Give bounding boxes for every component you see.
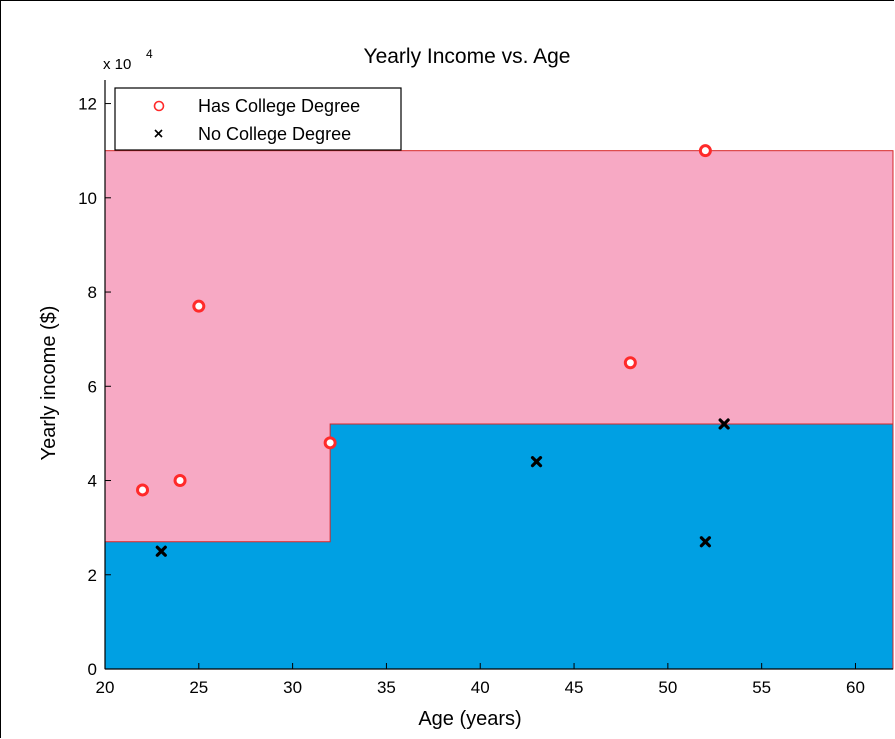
point-no-college-degree: [699, 536, 711, 548]
y-tick-label: 0: [88, 660, 97, 679]
point-has-college-degree: [323, 436, 337, 450]
y-axis-label: Yearly income ($): [38, 306, 60, 461]
legend-box: [114, 87, 402, 151]
y-tick-label: 12: [78, 95, 97, 114]
legend: Has College Degree No College Degree: [114, 87, 402, 151]
x-tick-label: 35: [377, 678, 396, 697]
legend-marker-college: [153, 100, 165, 112]
point-no-college-degree: [718, 418, 730, 430]
x-tick-label: 20: [96, 678, 115, 697]
x-tick-label: 25: [189, 678, 208, 697]
x-tick-label: 45: [565, 678, 584, 697]
y-tick-label: 2: [88, 566, 97, 585]
legend-marker-no-college: [154, 129, 163, 138]
x-axis-label: Age (years): [418, 708, 521, 730]
point-has-college-degree: [623, 356, 637, 370]
x-tick-label: 50: [658, 678, 677, 697]
decision-regions: [104, 150, 894, 670]
legend-label-college: Has College Degree: [198, 96, 360, 116]
legend-label-no-college: No College Degree: [198, 124, 351, 144]
x-tick-label: 55: [752, 678, 771, 697]
point-has-college-degree: [192, 299, 206, 313]
point-no-college-degree: [155, 545, 167, 557]
y-multiplier-exponent: 4: [146, 47, 153, 61]
y-multiplier-label: x 10: [103, 56, 131, 73]
x-tick-label: 60: [846, 678, 865, 697]
axes: 20 25 30 35 40 45 50 55 60 0 2 4 6 8 10 12: [78, 80, 893, 697]
y-tick-label: 4: [88, 472, 97, 491]
y-tick-label: 8: [88, 283, 97, 302]
y-tick-label: 6: [88, 377, 97, 396]
point-has-college-degree: [136, 483, 150, 497]
y-tick-label: 10: [78, 189, 97, 208]
x-tick-label: 30: [283, 678, 302, 697]
point-has-college-degree: [698, 144, 712, 158]
x-tick-label: 40: [471, 678, 490, 697]
data-points: [136, 144, 730, 557]
chart-title: Yearly Income vs. Age: [363, 45, 570, 68]
point-has-college-degree: [173, 474, 187, 488]
point-no-college-degree: [530, 456, 543, 468]
